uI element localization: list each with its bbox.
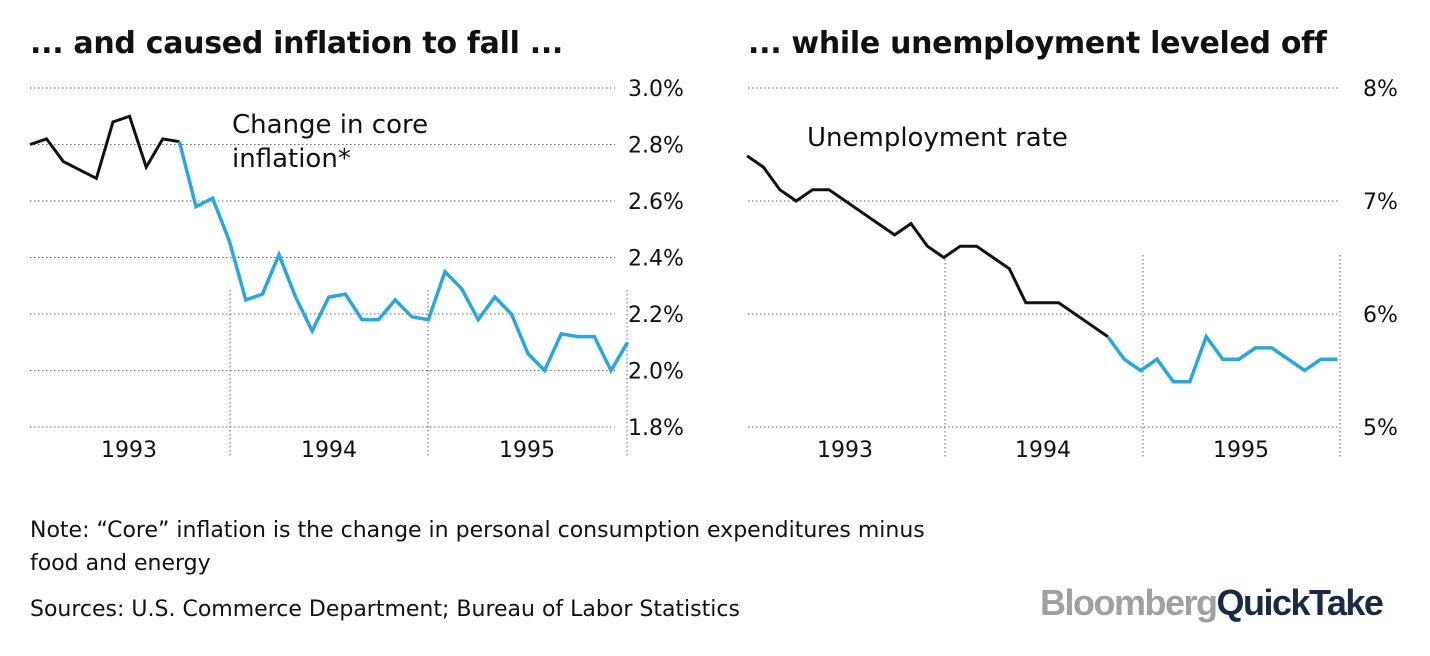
unemployment-series-annotation: Unemployment rate <box>807 123 1068 153</box>
unemployment-y-tick-label: 5% <box>1363 416 1398 441</box>
unemployment-y-tick-label: 6% <box>1363 303 1398 328</box>
inflation-y-tick-label: 2.2% <box>628 303 684 328</box>
unemployment-x-tick-label: 1994 <box>1015 438 1071 463</box>
unemployment-series-line-early <box>746 154 1109 338</box>
inflation-y-tick-label: 2.8% <box>628 134 684 159</box>
inflation-y-tick-label: 2.4% <box>628 247 684 272</box>
unemployment-series-line-highlight <box>1106 332 1338 384</box>
unemployment-x-tick-label: 1993 <box>817 438 873 463</box>
right-chart-title: ... while unemployment leveled off <box>748 26 1327 61</box>
inflation-y-tick-label: 3.0% <box>628 77 684 102</box>
inflation-series-line-early <box>29 114 180 181</box>
chart-sources: Sources: U.S. Commerce Department; Burea… <box>30 597 740 622</box>
unemployment-y-tick-label: 8% <box>1363 77 1398 102</box>
inflation-series-annotation: inflation* <box>232 144 351 174</box>
inflation-x-tick-label: 1995 <box>499 438 555 463</box>
left-chart-title: ... and caused inflation to fall ... <box>30 26 564 61</box>
unemployment-y-tick-label: 7% <box>1363 190 1398 215</box>
inflation-x-tick-label: 1993 <box>101 438 157 463</box>
inflation-y-tick-label: 2.0% <box>628 360 684 385</box>
charts-canvas: 3.0% 2.8% 2.6% 2.4% 2.2% 2.0% 1.8% 1993 1994 1995… <box>29 77 1398 463</box>
logo-quicktake-text: QuickTake <box>1216 582 1384 623</box>
inflation-series-annotation: Change in core <box>232 110 428 140</box>
unemployment-x-tick-label: 1995 <box>1213 438 1269 463</box>
inflation-y-tick-label: 1.8% <box>628 416 684 441</box>
inflation-series-line-highlight <box>177 141 630 375</box>
logo-bloomberg-text: Bloomberg <box>1040 582 1218 623</box>
chart-note: Note: “Core” inflation is the change in … <box>30 518 925 576</box>
bloomberg-quicktake-logo: BloombergQuickTake <box>1040 582 1384 624</box>
inflation-x-tick-label: 1994 <box>301 438 357 463</box>
inflation-y-tick-label: 2.6% <box>628 190 684 215</box>
